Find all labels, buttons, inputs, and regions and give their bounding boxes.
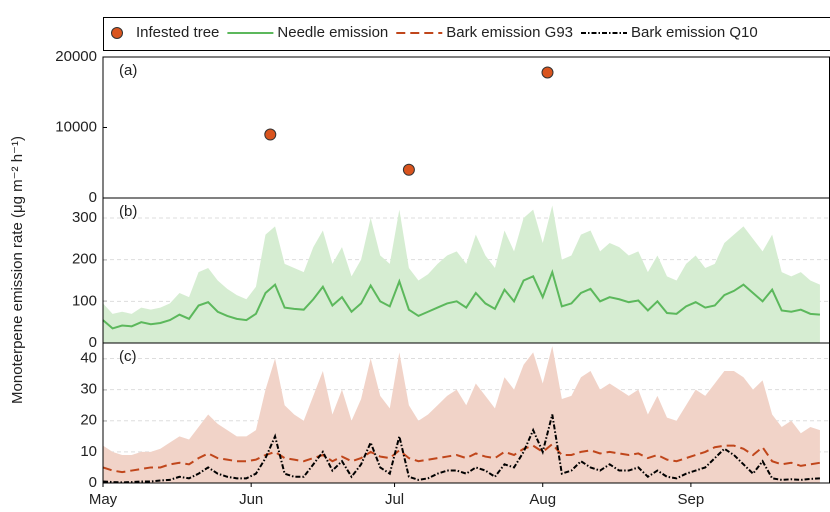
y-tick-label: 0 xyxy=(89,474,97,491)
point xyxy=(541,66,554,79)
point xyxy=(402,163,415,176)
x-tick-label: Aug xyxy=(529,491,556,508)
y-tick-label: 10 xyxy=(80,443,97,460)
y-tick-label: 300 xyxy=(72,209,97,226)
x-tick-label: Jul xyxy=(385,491,404,508)
x-tick-label: Jun xyxy=(239,491,263,508)
legend-label: Bark emission G93 xyxy=(446,24,573,41)
legend-marker xyxy=(111,27,123,39)
point xyxy=(264,128,277,141)
range-band xyxy=(103,346,820,483)
y-tick-label: 40 xyxy=(80,350,97,367)
y-tick-label: 0 xyxy=(89,189,97,206)
x-tick-label: May xyxy=(89,491,118,508)
range-band xyxy=(103,205,820,343)
series-line xyxy=(102,414,821,484)
y-tick-label: 30 xyxy=(80,381,97,398)
y-axis-label: Monoterpene emission rate (μg m⁻² h⁻¹) xyxy=(9,136,26,404)
y-tick-label: 10000 xyxy=(55,118,97,135)
legend-label: Bark emission Q10 xyxy=(631,24,758,41)
series-line xyxy=(102,442,821,474)
panel-label: (c) xyxy=(119,348,137,365)
y-tick-label: 100 xyxy=(72,292,97,309)
y-tick-label: 20000 xyxy=(55,48,97,65)
y-tick-label: 20 xyxy=(80,412,97,429)
y-tick-label: 200 xyxy=(72,251,97,268)
legend-label: Needle emission xyxy=(277,24,388,41)
legend-label: Infested tree xyxy=(136,24,219,41)
panel-frame xyxy=(102,56,830,199)
series-line xyxy=(102,268,821,330)
x-tick-label: Sep xyxy=(678,491,705,508)
y-tick-label: 0 xyxy=(89,334,97,351)
panel-label: (b) xyxy=(119,203,137,220)
panel-label: (a) xyxy=(119,62,137,79)
legend-box xyxy=(103,17,830,51)
